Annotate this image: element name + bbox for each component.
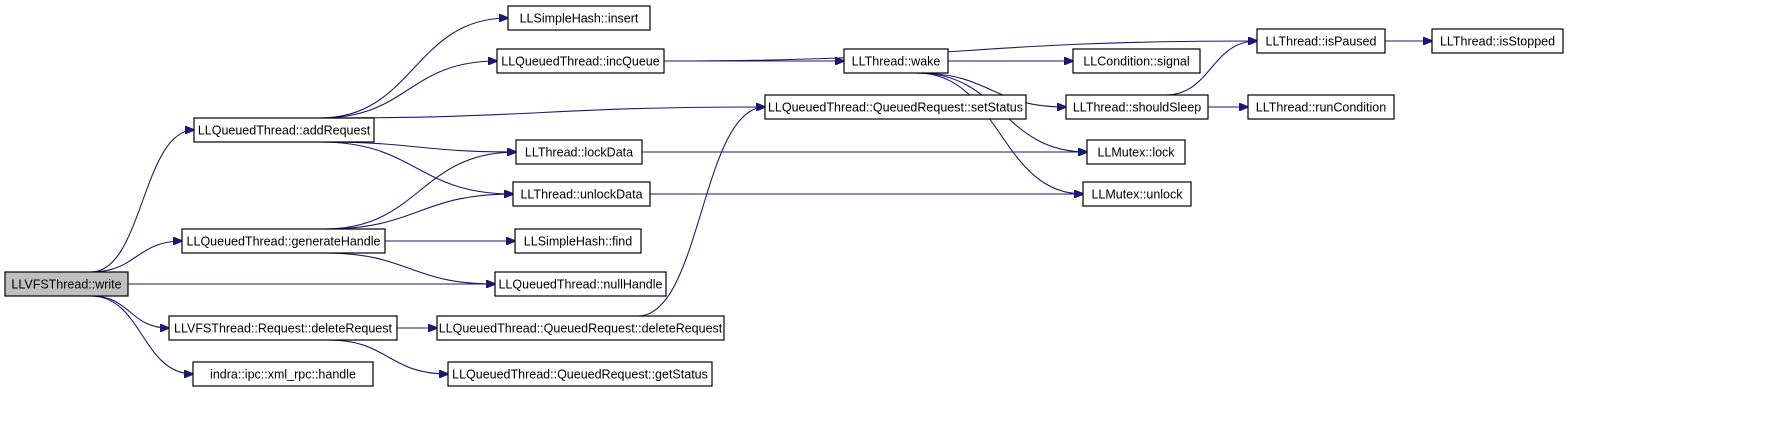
edge-addRequest-to-unlockData	[319, 141, 513, 194]
node-label: LLThread::isPaused	[1266, 35, 1377, 49]
node-run-condition[interactable]: LLThread::runCondition	[1247, 94, 1395, 120]
edge-deleteRequestVFS-to-getStatus	[328, 339, 448, 374]
node-label: LLQueuedThread::QueuedRequest::getStatus	[452, 368, 708, 382]
node-box	[193, 117, 375, 143]
node-wake[interactable]: LLThread::wake	[843, 48, 949, 74]
node-box	[447, 361, 713, 387]
edge-addRequest-to-setStatus	[319, 107, 765, 119]
node-generate-handle[interactable]: LLQueuedThread::generateHandle	[181, 228, 386, 254]
edge-write-to-generateHandle	[91, 241, 182, 273]
node-label: LLQueuedThread::QueuedRequest::deleteReq…	[439, 322, 723, 336]
edge-addRequest-to-insert	[319, 18, 508, 119]
node-box	[1082, 181, 1192, 207]
node-label: LLThread::isStopped	[1440, 35, 1555, 49]
edge-wake-to-shouldSleep	[916, 72, 1066, 107]
node-lock[interactable]: LLMutex::lock	[1086, 139, 1186, 165]
node-is-paused[interactable]: LLThread::isPaused	[1256, 28, 1386, 54]
edge-wake-to-unlock	[916, 72, 1083, 194]
node-box	[1072, 48, 1201, 74]
node-label: LLThread::runCondition	[1256, 101, 1386, 115]
node-box	[1065, 94, 1209, 120]
edge-addRequest-to-incQueue	[319, 61, 497, 119]
node-null-handle[interactable]: LLQueuedThread::nullHandle	[494, 271, 667, 297]
node-is-stopped[interactable]: LLThread::isStopped	[1431, 28, 1564, 54]
node-label: LLThread::lockData	[525, 146, 633, 160]
node-box	[1431, 28, 1564, 54]
node-set-status[interactable]: LLQueuedThread::QueuedRequest::setStatus	[764, 94, 1027, 120]
edge-write-to-handle	[91, 295, 193, 374]
node-unlock-data[interactable]: LLThread::unlockData	[512, 181, 651, 207]
node-box	[181, 228, 386, 254]
node-delete-request-vfs[interactable]: LLVFSThread::Request::deleteRequest	[168, 315, 398, 341]
node-box	[512, 181, 651, 207]
node-qr-delete-request[interactable]: LLQueuedThread::QueuedRequest::deleteReq…	[436, 315, 725, 341]
node-box	[1247, 94, 1395, 120]
node-find[interactable]: LLSimpleHash::find	[514, 228, 642, 254]
node-box	[436, 315, 725, 341]
edge-generateHandle-to-unlockData	[324, 194, 513, 230]
node-box	[515, 139, 643, 165]
node-layer: LLVFSThread::write LLQueuedThread::addReq…	[4, 5, 1564, 387]
node-label: LLQueuedThread::incQueue	[501, 55, 659, 69]
node-should-sleep[interactable]: LLThread::shouldSleep	[1065, 94, 1209, 120]
node-inc-queue[interactable]: LLQueuedThread::incQueue	[496, 48, 665, 74]
node-label: LLMutex::unlock	[1091, 188, 1183, 202]
edge-incQueue-to-isPaused	[663, 41, 1257, 62]
node-box	[4, 271, 129, 297]
edge-layer	[91, 18, 1432, 374]
node-label: indra::ipc::xml_rpc::handle	[210, 368, 356, 382]
edge-write-to-addRequest	[91, 130, 194, 273]
node-label: LLQueuedThread::QueuedRequest::setStatus	[768, 101, 1023, 115]
node-get-status[interactable]: LLQueuedThread::QueuedRequest::getStatus	[447, 361, 713, 387]
node-box	[494, 271, 667, 297]
node-label: LLThread::shouldSleep	[1073, 101, 1201, 115]
edge-generateHandle-to-nullHandle	[324, 252, 495, 284]
node-label: LLMutex::lock	[1097, 146, 1175, 160]
node-box	[764, 94, 1027, 120]
edge-write-to-deleteRequestVFS	[91, 295, 169, 328]
edge-shouldSleep-to-isPaused	[1165, 41, 1257, 96]
node-box	[192, 361, 374, 387]
node-label: LLVFSThread::Request::deleteRequest	[174, 322, 392, 336]
node-label: LLCondition::signal	[1083, 55, 1189, 69]
node-box	[1086, 139, 1186, 165]
node-box	[496, 48, 665, 74]
node-box	[843, 48, 949, 74]
node-label: LLThread::wake	[852, 55, 941, 69]
node-lock-data[interactable]: LLThread::lockData	[515, 139, 643, 165]
node-label: LLSimpleHash::find	[524, 235, 632, 249]
node-insert[interactable]: LLSimpleHash::insert	[507, 5, 651, 31]
node-label: LLThread::unlockData	[520, 188, 642, 202]
node-handle[interactable]: indra::ipc::xml_rpc::handle	[192, 361, 374, 387]
node-write[interactable]: LLVFSThread::write	[4, 271, 129, 297]
node-add-request[interactable]: LLQueuedThread::addRequest	[193, 117, 375, 143]
edge-qrDeleteRequest-to-setStatus	[637, 107, 765, 317]
node-label: LLSimpleHash::insert	[520, 12, 639, 26]
node-box	[514, 228, 642, 254]
node-unlock[interactable]: LLMutex::unlock	[1082, 181, 1192, 207]
node-box	[168, 315, 398, 341]
node-label: LLQueuedThread::nullHandle	[498, 278, 662, 292]
node-box	[1256, 28, 1386, 54]
node-label: LLQueuedThread::addRequest	[198, 124, 371, 138]
node-signal[interactable]: LLCondition::signal	[1072, 48, 1201, 74]
edge-generateHandle-to-lockData	[324, 152, 516, 230]
node-box	[507, 5, 651, 31]
node-label: LLVFSThread::write	[11, 278, 121, 292]
node-label: LLQueuedThread::generateHandle	[187, 235, 381, 249]
